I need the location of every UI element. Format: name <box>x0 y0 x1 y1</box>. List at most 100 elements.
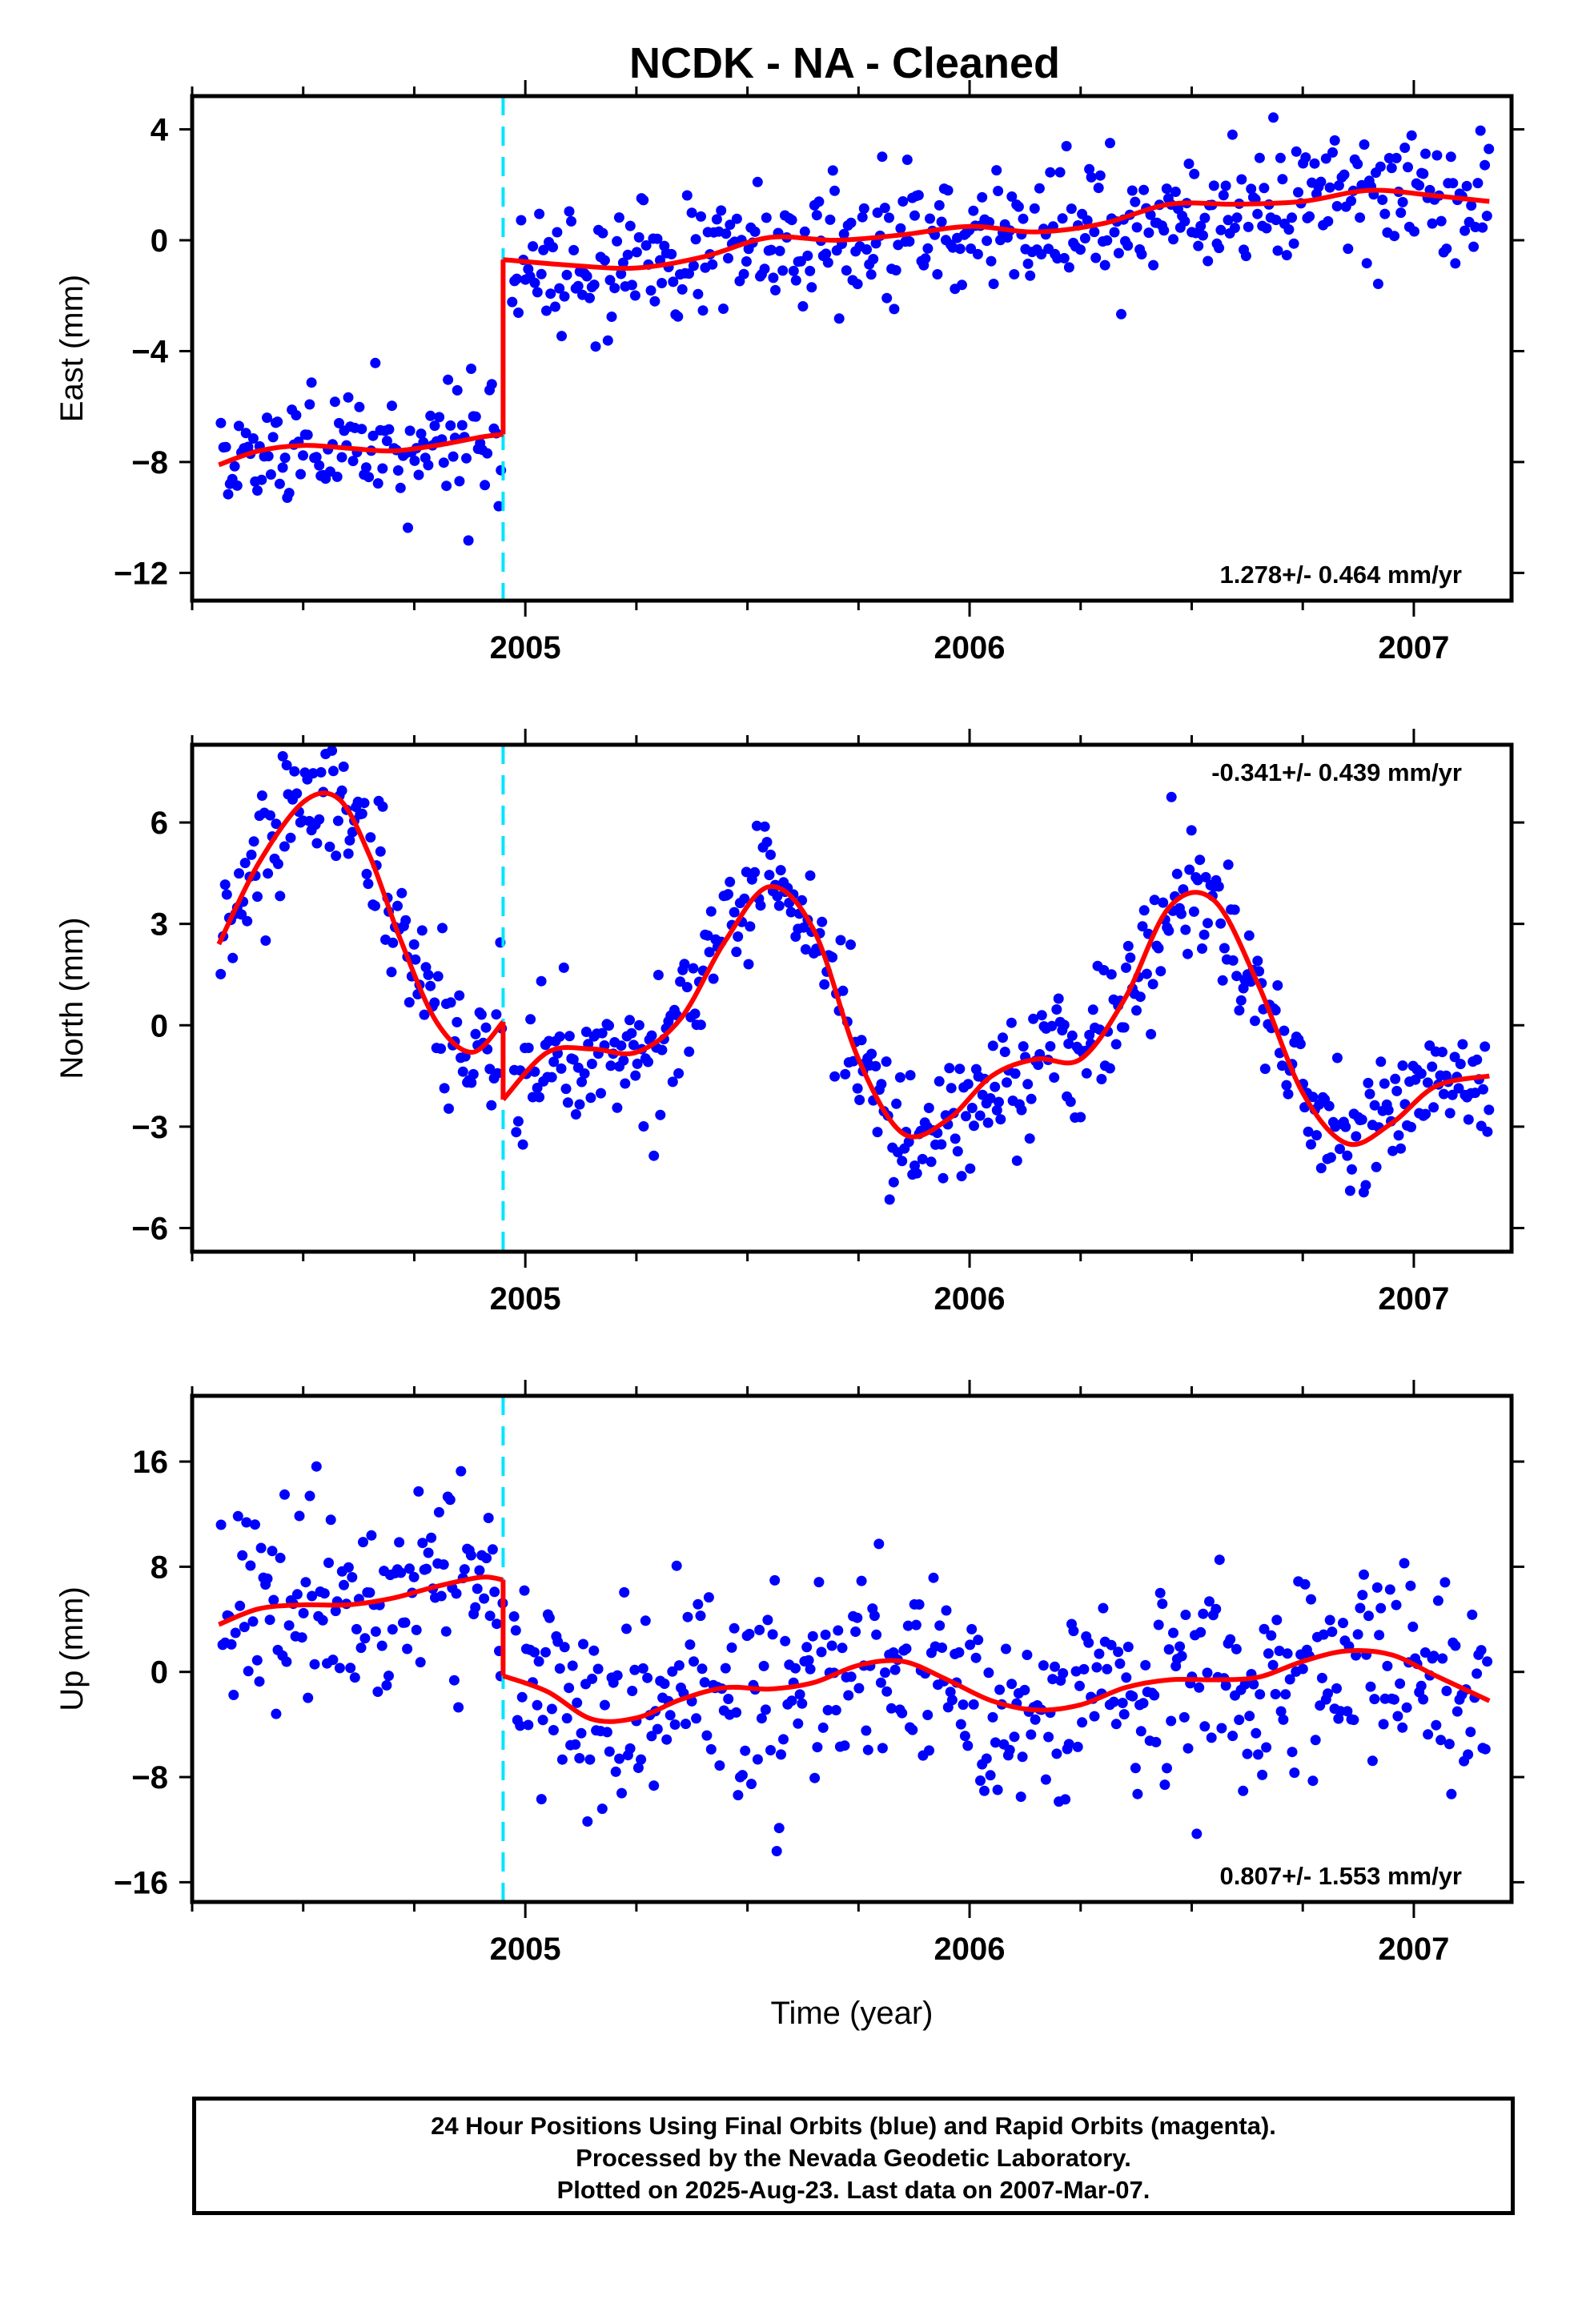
data-point <box>770 284 781 296</box>
data-point <box>1407 1621 1419 1632</box>
data-point <box>367 430 379 441</box>
data-point <box>895 223 906 234</box>
data-point <box>731 1707 742 1718</box>
data-point <box>279 841 290 852</box>
data-point <box>519 1585 530 1596</box>
data-point <box>493 501 504 512</box>
data-point <box>532 1699 543 1711</box>
y-tick-label: −8 <box>131 445 168 480</box>
data-point <box>423 969 434 980</box>
data-point <box>1420 1108 1431 1120</box>
data-point <box>283 488 295 499</box>
data-point <box>558 962 569 973</box>
data-point <box>751 820 762 831</box>
data-point <box>786 215 797 226</box>
data-point <box>532 287 543 298</box>
data-point <box>552 227 563 238</box>
data-point <box>1427 1061 1438 1072</box>
data-point <box>852 279 863 290</box>
data-point <box>291 1589 303 1600</box>
data-point <box>922 243 934 254</box>
data-point <box>1134 991 1146 1003</box>
data-point <box>1257 1769 1268 1780</box>
data-point <box>731 213 742 224</box>
data-point <box>534 1092 545 1103</box>
data-point <box>307 768 319 779</box>
data-point <box>737 1770 748 1781</box>
data-point <box>1446 1788 1457 1799</box>
data-point <box>845 1671 857 1683</box>
data-point <box>351 1623 362 1634</box>
data-point <box>423 1547 434 1558</box>
data-point <box>556 331 567 342</box>
data-point <box>304 399 315 410</box>
data-point <box>265 469 276 480</box>
data-point <box>221 889 232 900</box>
data-point <box>649 296 661 307</box>
data-point <box>1472 178 1484 189</box>
data-point <box>780 1635 791 1647</box>
data-point <box>1324 182 1335 193</box>
data-point <box>1045 167 1056 178</box>
data-point <box>986 255 997 267</box>
data-point <box>723 1694 734 1704</box>
data-point <box>946 1695 958 1706</box>
data-point <box>845 939 856 951</box>
data-point <box>1287 212 1298 223</box>
data-point <box>1252 208 1263 219</box>
data-point <box>1300 152 1311 163</box>
data-point <box>235 1600 246 1611</box>
data-point <box>959 1731 970 1742</box>
data-point <box>556 1754 568 1765</box>
data-point <box>968 205 979 216</box>
data-point <box>1038 1660 1049 1671</box>
data-point <box>928 1572 939 1583</box>
data-point <box>246 849 257 860</box>
data-point <box>1168 234 1178 245</box>
data-point <box>1089 227 1100 238</box>
data-point <box>843 1690 854 1701</box>
data-point <box>252 891 263 903</box>
y-tick-label: 3 <box>151 907 168 943</box>
data-point <box>239 858 251 869</box>
y-axis-label: Up (mm) <box>54 1586 90 1711</box>
data-point <box>548 242 558 253</box>
data-point <box>1162 1763 1172 1774</box>
data-point <box>585 1092 596 1104</box>
data-point <box>870 1060 881 1072</box>
data-point <box>396 1567 407 1578</box>
data-point <box>1331 1683 1342 1694</box>
data-point <box>995 1114 1006 1125</box>
data-point <box>1009 269 1020 279</box>
data-point <box>1348 1715 1359 1726</box>
data-point <box>314 814 325 825</box>
data-point <box>486 379 497 390</box>
data-point <box>822 1705 833 1715</box>
data-point <box>776 1749 786 1760</box>
data-point <box>1098 965 1110 975</box>
data-point <box>652 233 663 244</box>
data-point <box>570 1739 581 1750</box>
data-point <box>1363 1610 1374 1622</box>
data-point <box>445 997 456 1008</box>
data-point <box>621 1623 632 1634</box>
data-point <box>809 1772 821 1783</box>
data-point <box>1113 1647 1124 1658</box>
data-point <box>1072 1741 1083 1752</box>
data-point <box>609 283 620 294</box>
data-point <box>537 1715 548 1726</box>
data-point <box>512 273 522 284</box>
data-point <box>426 1532 437 1543</box>
data-point <box>1166 791 1177 802</box>
data-point <box>1132 1788 1143 1799</box>
data-point <box>838 228 849 239</box>
data-point <box>1153 1619 1164 1630</box>
data-point <box>1199 1721 1211 1732</box>
data-point <box>1355 1602 1366 1614</box>
data-point <box>331 471 343 482</box>
data-point <box>952 1146 963 1157</box>
data-point <box>250 1519 260 1530</box>
data-point <box>588 1645 600 1656</box>
data-point <box>396 887 408 899</box>
data-point <box>1419 1647 1431 1658</box>
